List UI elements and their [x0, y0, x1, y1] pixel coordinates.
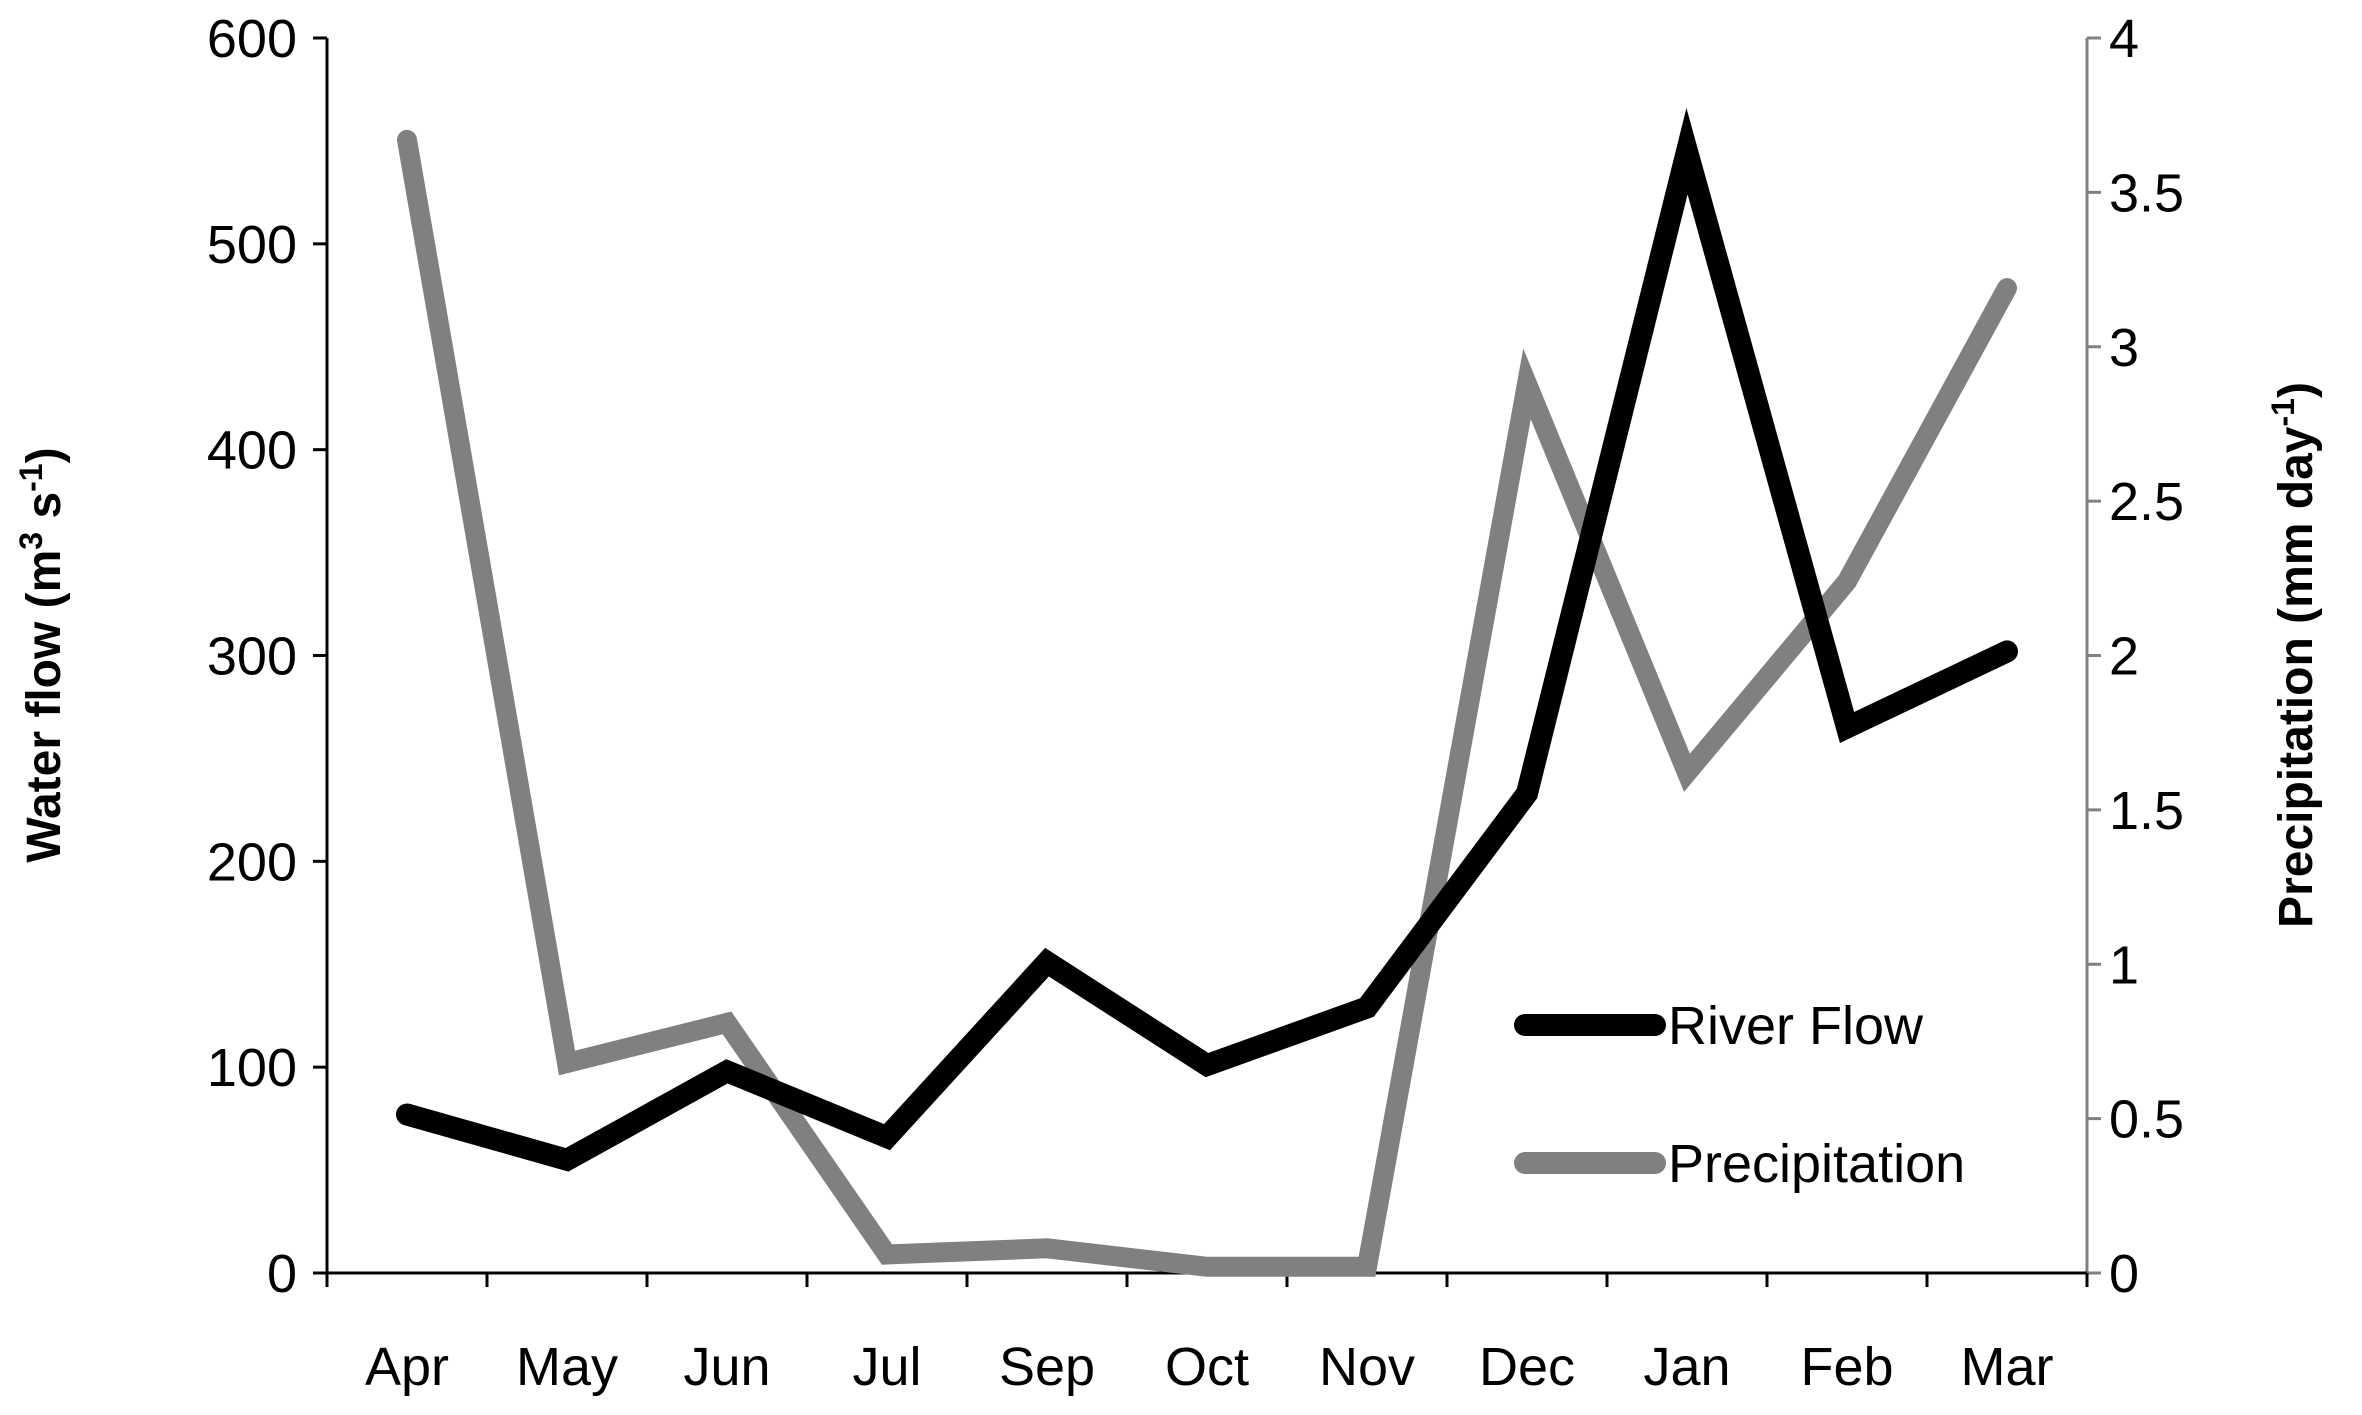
series-group: [396, 108, 2018, 1277]
x-tick-label: May: [516, 1337, 618, 1397]
data-point-precipitation: [886, 1253, 888, 1256]
right-tick-label: 3.5: [2109, 163, 2184, 223]
left-tick-label: 500: [207, 215, 297, 275]
data-point-river-flow: [1366, 1006, 1368, 1009]
data-point-precipitation: [1526, 382, 1528, 385]
right-tick-label: 0.5: [2109, 1090, 2184, 1150]
legend-label-precipitation: Precipitation: [1668, 1134, 1965, 1194]
data-point-precipitation: [1366, 1265, 1368, 1268]
left-tick-label: 200: [207, 832, 297, 892]
right-tick-label: 1.5: [2109, 781, 2184, 841]
x-tick-label: Nov: [1319, 1337, 1415, 1397]
x-axis-ticks: Apr May Jun Jul Sep Oct Nov Dec Jan Feb Mar: [325, 1273, 2089, 1397]
left-tick-label: 600: [207, 9, 297, 69]
x-tick-label: Mar: [1961, 1337, 2054, 1397]
x-tick-label: Oct: [1165, 1337, 1249, 1397]
x-tick-label: Feb: [1800, 1337, 1893, 1397]
left-tick-label: 400: [207, 421, 297, 481]
data-point-precipitation: [1686, 771, 1688, 774]
right-axis-ticks: 0 0.5 1 1.5 2 2.5 3 3.5 4: [2087, 9, 2184, 1304]
x-tick-label: Jul: [852, 1337, 921, 1397]
x-tick-label: Apr: [365, 1337, 449, 1397]
right-tick-label: 0: [2109, 1244, 2139, 1304]
series-line-precipitation: [397, 129, 2017, 1277]
x-tick-label: Jun: [683, 1337, 770, 1397]
x-tick-label: Dec: [1479, 1337, 1575, 1397]
left-tick-label: 100: [207, 1038, 297, 1098]
data-point-precipitation: [1206, 1265, 1208, 1268]
right-tick-label: 2: [2109, 627, 2139, 687]
legend-label-river-flow: River Flow: [1668, 996, 1924, 1056]
left-axis-title: Water flow (m3 s-1): [13, 447, 71, 862]
data-point-river-flow: [1846, 726, 1848, 729]
right-tick-label: 4: [2109, 9, 2139, 69]
data-point-precipitation: [726, 1021, 728, 1024]
data-point-river-flow: [1686, 150, 1688, 153]
data-point-precipitation: [406, 138, 408, 141]
x-tick-label: Jan: [1643, 1337, 1730, 1397]
data-point-river-flow: [726, 1070, 728, 1073]
left-tick-label: 0: [267, 1244, 297, 1304]
data-point-precipitation: [566, 1062, 568, 1065]
right-axis-title: Precipitation (mm day-1): [2265, 382, 2323, 928]
left-tick-label: 300: [207, 627, 297, 687]
x-tick-label: Sep: [999, 1337, 1095, 1397]
data-point-river-flow: [1526, 792, 1528, 795]
right-tick-label: 3: [2109, 318, 2139, 378]
right-tick-label: 1: [2109, 935, 2139, 995]
data-point-river-flow: [566, 1158, 568, 1161]
data-point-river-flow: [886, 1136, 888, 1139]
right-tick-label: 2.5: [2109, 472, 2184, 532]
data-point-precipitation: [2006, 287, 2008, 290]
data-point-river-flow: [1206, 1064, 1208, 1067]
legend: River Flow Precipitation: [1514, 996, 1965, 1194]
data-point-precipitation: [1846, 580, 1848, 583]
left-axis-ticks: 0 100 200 300 400 500 600: [207, 9, 327, 1304]
data-point-river-flow: [406, 1113, 408, 1116]
data-point-river-flow: [1046, 961, 1048, 964]
data-point-precipitation: [1046, 1247, 1048, 1250]
data-point-river-flow: [2006, 650, 2008, 653]
